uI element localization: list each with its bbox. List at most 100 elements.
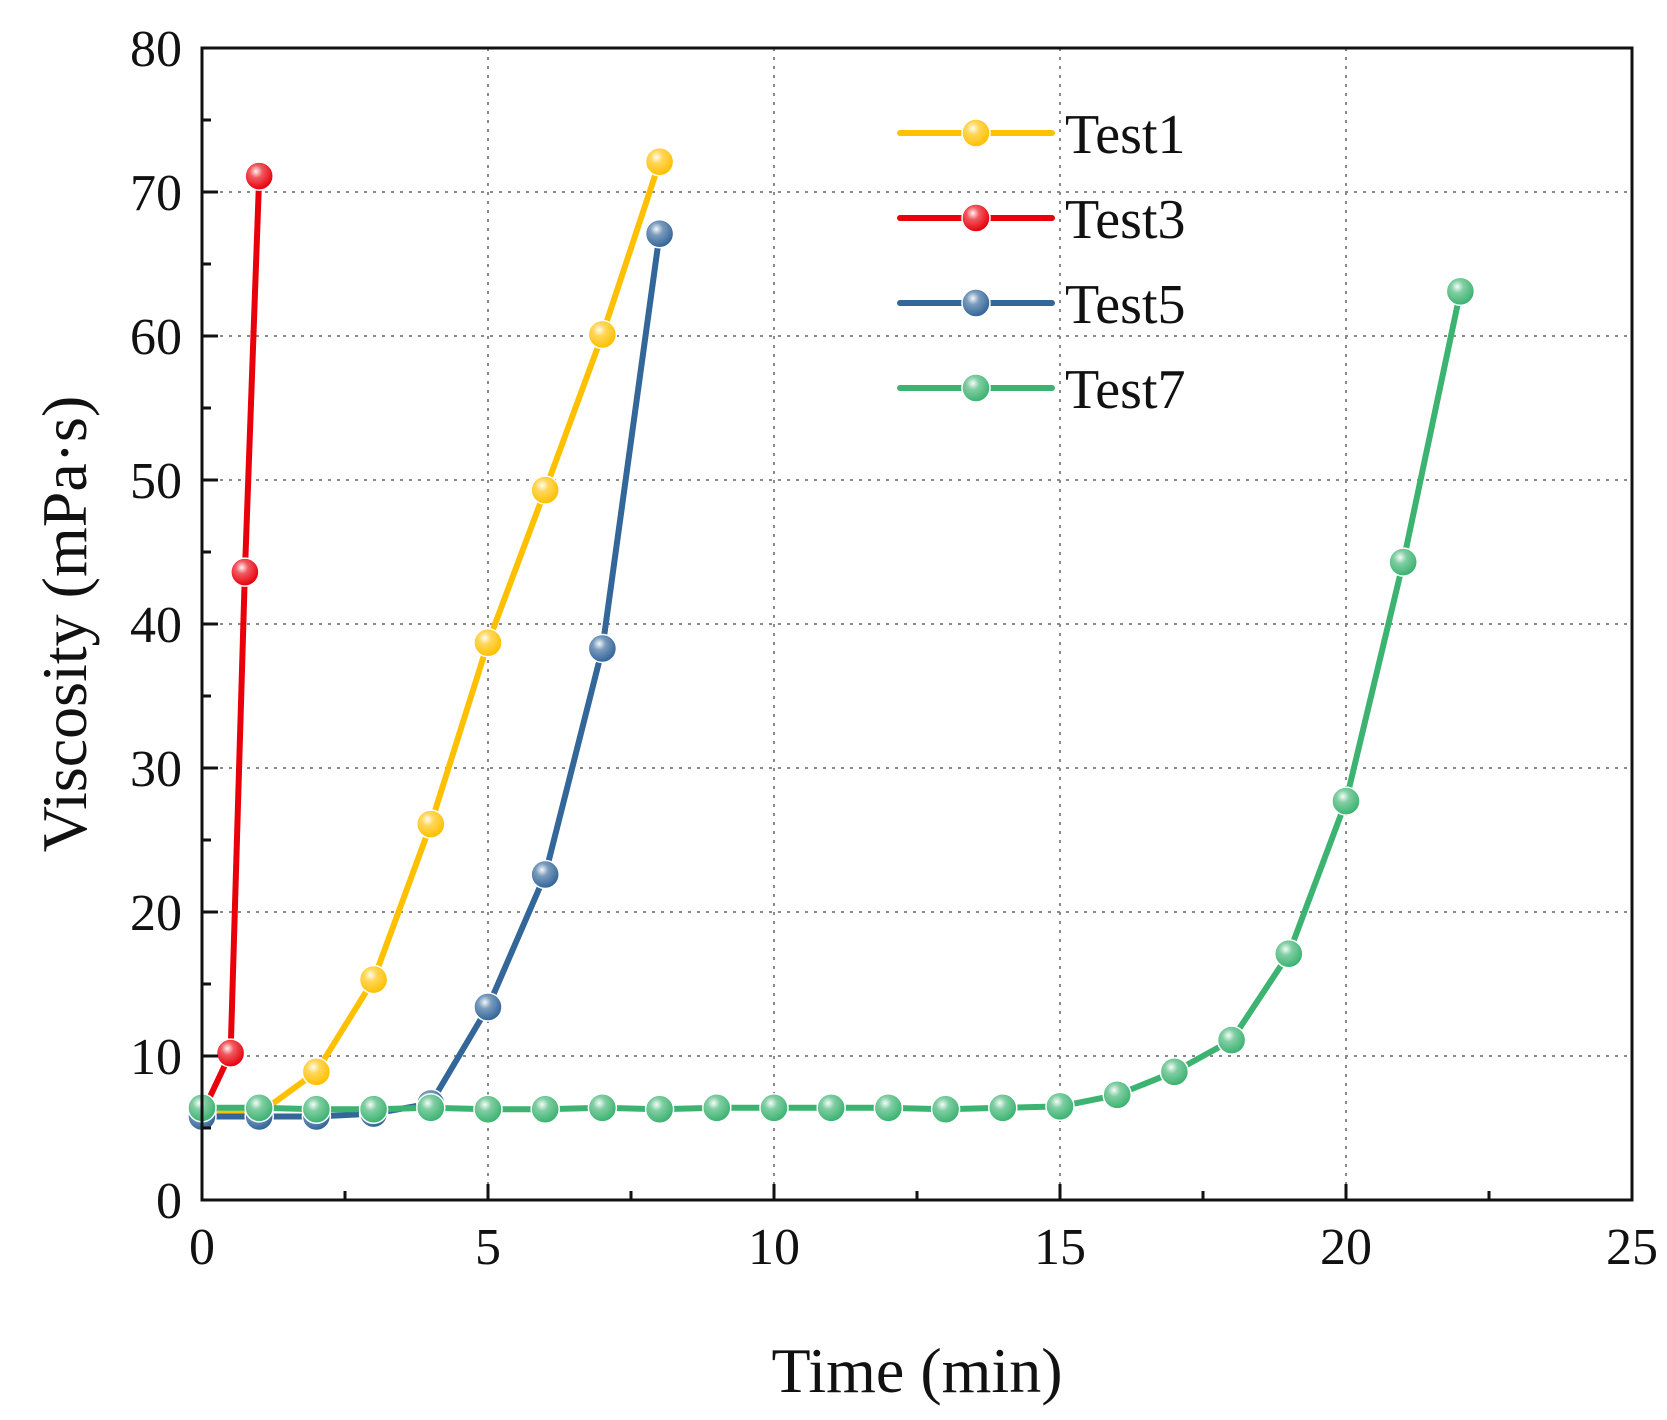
- series-test5: [187, 219, 675, 1132]
- marker-highlight: [1161, 1058, 1188, 1085]
- test7-point: [1102, 1080, 1132, 1110]
- legend-label: Test3: [1065, 189, 1186, 251]
- y-axis-title: Viscosity (mPa·s): [29, 396, 100, 853]
- test7-point: [702, 1093, 732, 1123]
- test7-point: [816, 1093, 846, 1123]
- legend: Test1 Test3 Test5 Test7: [897, 104, 1186, 421]
- marker-highlight: [703, 1094, 730, 1121]
- legend-swatch-marker: [961, 288, 991, 318]
- test7-point: [587, 1093, 618, 1123]
- marker-highlight: [532, 1096, 559, 1123]
- axes: [200, 46, 1634, 1202]
- legend-item-test7: Test7: [897, 359, 1186, 421]
- y-tick-label: 10: [130, 1029, 182, 1086]
- marker-highlight: [1218, 1027, 1245, 1054]
- legend-label: Test1: [1065, 104, 1186, 166]
- marker-highlight: [475, 1096, 501, 1123]
- marker-highlight: [646, 1096, 673, 1123]
- marker-highlight: [589, 321, 616, 348]
- test7-point: [930, 1094, 961, 1125]
- series-test7: [187, 276, 1476, 1125]
- legend-label: Test5: [1065, 274, 1186, 336]
- test7-point: [416, 1093, 446, 1123]
- marker-highlight: [989, 1094, 1016, 1121]
- test7-point: [1159, 1057, 1190, 1087]
- test3-point: [244, 161, 274, 191]
- test1-point: [644, 147, 675, 177]
- marker-highlight: [1104, 1081, 1131, 1108]
- test1-point: [587, 319, 618, 350]
- x-tick-label: 10: [748, 1219, 800, 1276]
- marker-highlight: [761, 1094, 787, 1121]
- y-tick-label: 30: [130, 741, 182, 798]
- test7-point: [473, 1094, 503, 1125]
- test7-point: [301, 1094, 332, 1125]
- grid-lines: [202, 48, 1632, 1200]
- test7-point: [1331, 786, 1361, 816]
- marker-highlight: [646, 220, 673, 247]
- test7-point: [988, 1093, 1018, 1123]
- marker-highlight: [1447, 278, 1474, 305]
- marker-highlight: [963, 205, 989, 231]
- plot-series: [187, 147, 1476, 1132]
- test1-point: [358, 964, 389, 995]
- test3-point: [215, 1038, 246, 1068]
- marker-highlight: [646, 148, 673, 175]
- test5-point: [587, 633, 618, 664]
- marker-highlight: [217, 1040, 244, 1067]
- y-tick-label: 70: [130, 165, 182, 222]
- test7-point: [873, 1093, 904, 1123]
- test1-point: [416, 809, 446, 839]
- test1-point: [301, 1057, 332, 1087]
- x-axis-title: Time (min): [772, 1335, 1063, 1406]
- legend-label: Test7: [1065, 359, 1186, 421]
- test7-point: [530, 1094, 560, 1125]
- test1-line: [199, 158, 663, 1117]
- marker-highlight: [417, 1094, 444, 1121]
- marker-highlight: [417, 811, 444, 838]
- test1-point: [473, 627, 503, 658]
- marker-highlight: [475, 994, 501, 1021]
- test7-point: [644, 1094, 675, 1125]
- marker-highlight: [303, 1096, 330, 1123]
- legend-swatch-marker: [961, 373, 991, 403]
- marker-highlight: [1390, 549, 1417, 576]
- test5-point: [473, 992, 503, 1022]
- y-tick-label: 40: [130, 597, 182, 654]
- test7-point: [1274, 939, 1304, 969]
- marker-highlight: [1275, 940, 1302, 967]
- y-tick-label: 50: [130, 453, 182, 510]
- legend-item-test1: Test1: [897, 104, 1186, 166]
- test3-point: [230, 557, 260, 587]
- x-tick-label: 5: [475, 1219, 501, 1276]
- marker-highlight: [475, 629, 501, 656]
- marker-highlight: [246, 1094, 273, 1121]
- legend-swatch-marker: [961, 118, 991, 148]
- marker-highlight: [963, 375, 989, 401]
- test7-point: [358, 1094, 389, 1125]
- test3-line: [199, 173, 263, 1117]
- marker-highlight: [963, 120, 989, 146]
- marker-highlight: [589, 1094, 616, 1121]
- marker-highlight: [303, 1058, 330, 1085]
- marker-highlight: [532, 477, 559, 504]
- legend-swatch-marker: [961, 203, 991, 233]
- test7-line: [199, 288, 1464, 1113]
- test7-point: [1445, 276, 1476, 307]
- marker-highlight: [360, 1096, 387, 1123]
- marker-highlight: [1333, 788, 1359, 815]
- test7-point: [244, 1093, 274, 1123]
- marker-highlight: [246, 163, 273, 190]
- test7-point: [1388, 547, 1418, 577]
- test7-point: [759, 1093, 789, 1123]
- x-tick-label: 15: [1034, 1219, 1086, 1276]
- test1-point: [530, 475, 560, 505]
- x-tick-label: 20: [1320, 1219, 1372, 1276]
- marker-highlight: [589, 635, 616, 662]
- test5-point: [644, 219, 675, 249]
- y-tick-label: 0: [156, 1173, 182, 1230]
- marker-highlight: [875, 1094, 902, 1121]
- marker-highlight: [932, 1096, 959, 1123]
- legend-item-test5: Test5: [897, 274, 1186, 336]
- marker-highlight: [818, 1094, 845, 1121]
